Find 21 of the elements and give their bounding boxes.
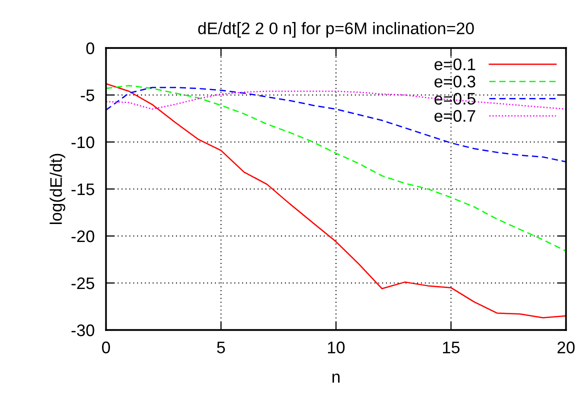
legend-label: e=0.7 <box>434 110 476 122</box>
y-tick-label: -25 <box>72 277 94 290</box>
x-tick-label: 15 <box>443 342 460 354</box>
y-tick-label: -15 <box>72 184 94 196</box>
y-tick-label: 0 <box>86 42 94 54</box>
x-tick-label: 20 <box>558 342 575 354</box>
y-tick-label: -30 <box>72 324 94 336</box>
legend-label: e=0.5 <box>434 92 476 105</box>
legend-label: e=0.3 <box>434 76 476 88</box>
legend-label: e=0.1 <box>434 58 476 70</box>
x-tick-label: 0 <box>102 342 110 354</box>
y-tick-label: -5 <box>80 90 94 102</box>
x-tick-label: 10 <box>328 342 345 354</box>
y-axis-title: log(dE/dt) <box>50 154 66 224</box>
x-axis-title: n <box>332 374 340 383</box>
line-series <box>106 90 566 110</box>
x-tick-label: 5 <box>217 342 225 354</box>
line-series <box>106 86 566 162</box>
y-tick-label: -20 <box>72 230 94 242</box>
chart-title: dE/dt[2 2 0 n] for p=6M inclination=20 <box>198 22 474 38</box>
y-tick-label: -10 <box>72 136 94 148</box>
